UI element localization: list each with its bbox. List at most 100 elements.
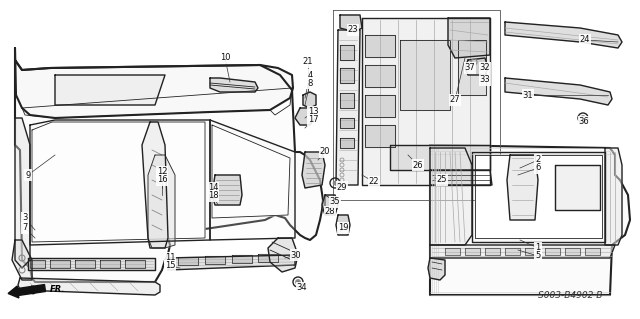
Polygon shape bbox=[18, 278, 160, 295]
Polygon shape bbox=[472, 152, 605, 242]
Text: 37: 37 bbox=[465, 63, 476, 72]
Text: 23: 23 bbox=[348, 26, 358, 34]
Text: 20: 20 bbox=[320, 147, 330, 157]
Text: 2: 2 bbox=[536, 155, 541, 165]
Polygon shape bbox=[362, 18, 490, 185]
Circle shape bbox=[296, 279, 301, 285]
Polygon shape bbox=[168, 255, 295, 270]
Polygon shape bbox=[545, 248, 560, 255]
Text: 5: 5 bbox=[536, 251, 541, 261]
Polygon shape bbox=[30, 120, 210, 245]
Polygon shape bbox=[365, 95, 395, 117]
Text: 4: 4 bbox=[307, 70, 312, 79]
Text: 26: 26 bbox=[413, 160, 423, 169]
Polygon shape bbox=[210, 78, 258, 92]
Polygon shape bbox=[400, 40, 450, 110]
Text: 27: 27 bbox=[450, 95, 460, 105]
Text: 28: 28 bbox=[324, 207, 335, 217]
Polygon shape bbox=[15, 48, 293, 118]
Polygon shape bbox=[340, 93, 354, 108]
Polygon shape bbox=[365, 125, 395, 147]
Polygon shape bbox=[336, 30, 360, 185]
Text: 22: 22 bbox=[369, 177, 380, 187]
Polygon shape bbox=[340, 15, 362, 32]
Polygon shape bbox=[555, 165, 600, 210]
Text: 12: 12 bbox=[157, 167, 167, 176]
Polygon shape bbox=[325, 195, 330, 215]
Text: 33: 33 bbox=[479, 76, 490, 85]
Text: 32: 32 bbox=[480, 63, 490, 72]
Text: 25: 25 bbox=[436, 175, 447, 184]
Polygon shape bbox=[268, 238, 298, 272]
Text: 19: 19 bbox=[338, 224, 348, 233]
Polygon shape bbox=[430, 148, 472, 245]
Text: 16: 16 bbox=[157, 175, 167, 184]
Polygon shape bbox=[28, 258, 155, 270]
Polygon shape bbox=[55, 75, 165, 105]
Polygon shape bbox=[30, 260, 45, 268]
Polygon shape bbox=[303, 92, 316, 108]
Polygon shape bbox=[212, 125, 290, 218]
Polygon shape bbox=[178, 257, 198, 265]
Text: 10: 10 bbox=[220, 54, 230, 63]
Polygon shape bbox=[340, 45, 354, 60]
Polygon shape bbox=[32, 122, 205, 242]
Polygon shape bbox=[340, 138, 354, 148]
Polygon shape bbox=[365, 35, 395, 57]
Text: 9: 9 bbox=[26, 170, 31, 180]
Polygon shape bbox=[50, 260, 70, 268]
Polygon shape bbox=[100, 260, 120, 268]
Polygon shape bbox=[302, 152, 325, 188]
Polygon shape bbox=[210, 120, 295, 240]
Polygon shape bbox=[465, 248, 480, 255]
Polygon shape bbox=[125, 260, 145, 268]
Text: S003-B4902 B: S003-B4902 B bbox=[538, 291, 602, 300]
Polygon shape bbox=[15, 60, 323, 282]
Polygon shape bbox=[340, 68, 354, 83]
Text: 7: 7 bbox=[22, 224, 28, 233]
Text: 6: 6 bbox=[535, 164, 541, 173]
Polygon shape bbox=[258, 254, 278, 262]
Polygon shape bbox=[605, 148, 622, 245]
Text: 21: 21 bbox=[303, 57, 313, 66]
Text: 31: 31 bbox=[523, 91, 533, 100]
Text: 13: 13 bbox=[308, 108, 318, 116]
Polygon shape bbox=[485, 248, 500, 255]
Polygon shape bbox=[365, 65, 395, 87]
Polygon shape bbox=[505, 22, 622, 48]
Polygon shape bbox=[507, 155, 538, 220]
Circle shape bbox=[580, 115, 586, 121]
Text: 15: 15 bbox=[164, 262, 175, 271]
Polygon shape bbox=[75, 260, 95, 268]
Polygon shape bbox=[505, 248, 520, 255]
Polygon shape bbox=[142, 122, 168, 248]
Polygon shape bbox=[295, 108, 315, 125]
Text: 24: 24 bbox=[580, 35, 590, 44]
Text: 30: 30 bbox=[291, 250, 301, 259]
Polygon shape bbox=[322, 195, 338, 215]
Text: 1: 1 bbox=[536, 243, 541, 253]
Text: 35: 35 bbox=[330, 197, 340, 206]
Polygon shape bbox=[430, 245, 615, 258]
Polygon shape bbox=[15, 118, 30, 268]
Polygon shape bbox=[525, 248, 540, 255]
Text: 36: 36 bbox=[579, 117, 589, 127]
Text: 34: 34 bbox=[297, 284, 307, 293]
Polygon shape bbox=[212, 175, 242, 205]
Polygon shape bbox=[232, 255, 252, 263]
Text: 11: 11 bbox=[164, 254, 175, 263]
Text: 18: 18 bbox=[208, 191, 218, 201]
Polygon shape bbox=[465, 58, 488, 75]
Polygon shape bbox=[458, 40, 486, 95]
Text: 14: 14 bbox=[208, 183, 218, 192]
Text: 29: 29 bbox=[337, 182, 348, 191]
Polygon shape bbox=[390, 145, 490, 170]
Polygon shape bbox=[475, 155, 602, 238]
Polygon shape bbox=[448, 18, 490, 58]
Polygon shape bbox=[428, 258, 445, 280]
Polygon shape bbox=[430, 145, 630, 295]
Circle shape bbox=[333, 181, 337, 185]
Polygon shape bbox=[430, 170, 492, 185]
FancyArrow shape bbox=[8, 285, 45, 298]
Polygon shape bbox=[445, 248, 460, 255]
